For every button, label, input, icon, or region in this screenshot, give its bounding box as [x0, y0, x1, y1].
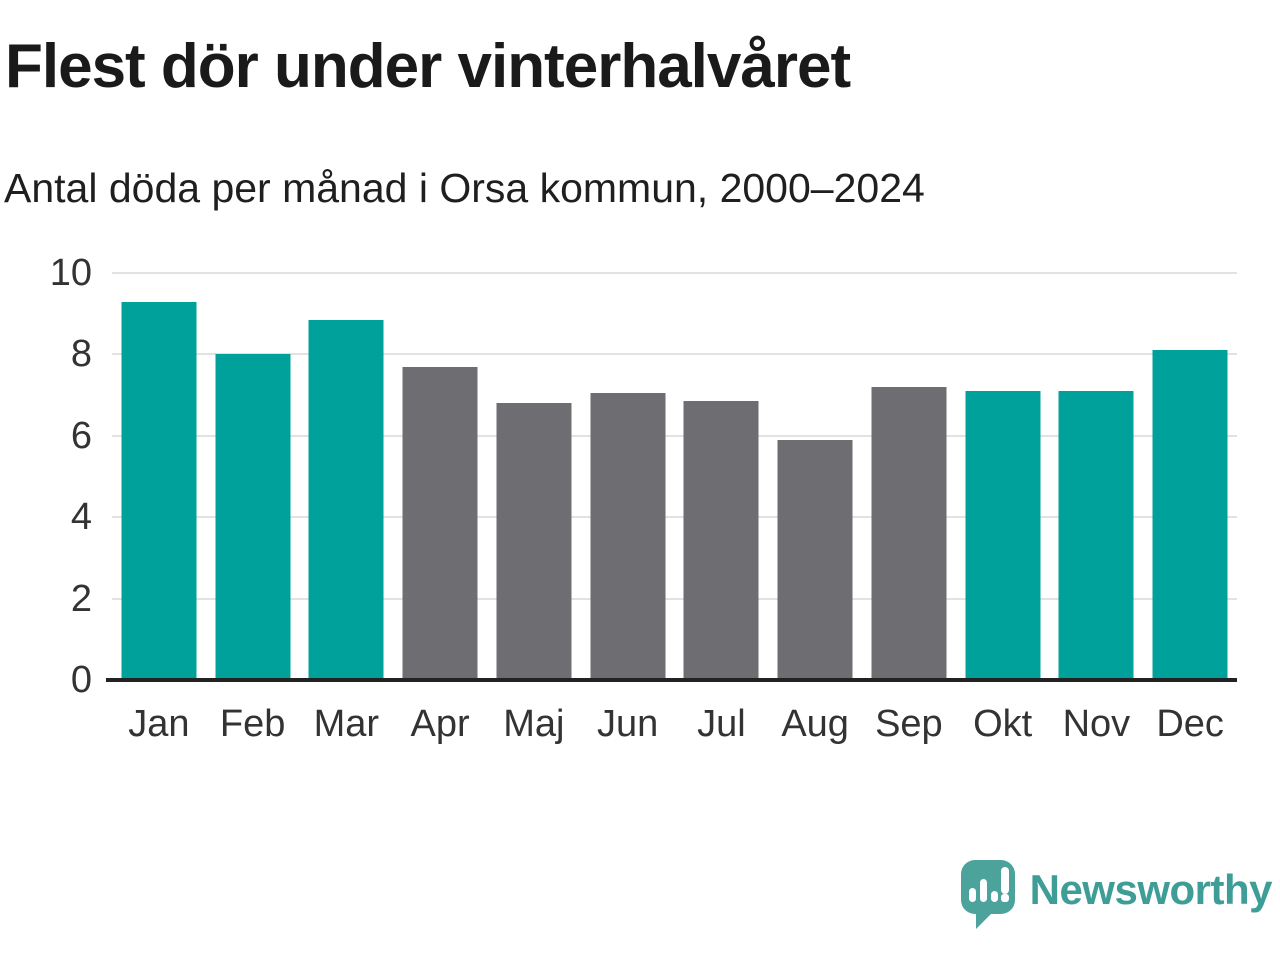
bar-slot: [487, 273, 581, 680]
bar-slot: [956, 273, 1050, 680]
bar-slot: [675, 273, 769, 680]
plot-area: [106, 272, 1237, 682]
bar-slot: [581, 273, 675, 680]
x-axis-label: Jul: [697, 703, 746, 745]
logo-exclamation-dot-icon: [1000, 894, 1009, 902]
bar-slot: [1143, 273, 1237, 680]
x-axis-labels: Jan Feb Mar Apr Maj Jun Jul Aug Sep Okt Nov Dec: [112, 698, 1237, 750]
bar-slot: [112, 273, 206, 680]
x-axis-label: Mar: [313, 703, 380, 745]
chart-subtitle: Antal döda per månad i Orsa kommun, 2000…: [4, 165, 925, 211]
logo-bar-icon: [990, 891, 998, 902]
x-axis-label: Feb: [219, 703, 286, 745]
x-axis-label: Jan: [128, 703, 190, 745]
x-axis-label: Okt: [973, 703, 1033, 745]
y-axis-tick-label: 0: [70, 659, 92, 701]
bar-slot: [206, 273, 300, 680]
gridline: [112, 597, 1237, 600]
bar-sep: [871, 386, 947, 680]
gridline: [112, 434, 1237, 437]
bar-aug: [777, 439, 853, 680]
logo-bar-icon: [968, 888, 976, 902]
x-axis-label: Sep: [875, 703, 943, 745]
gridline: [112, 272, 1237, 274]
y-axis-tick-label: 8: [70, 333, 92, 376]
x-axis-line: [106, 678, 1237, 682]
x-axis-label: Nov: [1062, 703, 1131, 745]
gridline: [112, 353, 1237, 356]
y-axis-tick-label: 2: [70, 577, 92, 620]
y-axis-tick-label: 6: [70, 414, 92, 457]
newsworthy-logo-text: Newsworthy: [1029, 866, 1273, 913]
bar-jan: [121, 301, 197, 680]
bar-row: [112, 273, 1237, 680]
newsworthy-logo-icon: [960, 860, 1015, 929]
bar-jul: [683, 401, 759, 680]
y-axis-tick-label: 4: [70, 496, 92, 539]
x-axis-label: Maj: [503, 703, 565, 745]
bar-maj: [496, 403, 572, 680]
x-axis-label: Aug: [781, 703, 849, 745]
logo-exclamation-icon: [1000, 867, 1009, 894]
logo-tail: [975, 912, 993, 929]
chart-title: Flest dör under vinterhalvåret: [5, 32, 851, 101]
logo-bar-icon: [979, 879, 987, 902]
bar-okt: [965, 391, 1041, 680]
bar-mar: [308, 319, 384, 680]
y-axis-tick-label: 10: [49, 252, 92, 294]
bar-slot: [393, 273, 487, 680]
newsworthy-logo: Newsworthy: [960, 860, 1273, 929]
bar-jun: [590, 393, 666, 680]
bar-slot: [862, 273, 956, 680]
bar-slot: [1050, 273, 1144, 680]
bar-slot: [300, 273, 394, 680]
bar-feb: [215, 354, 291, 680]
x-axis-label: Apr: [410, 703, 470, 745]
bar-dec: [1152, 350, 1228, 680]
gridline: [112, 516, 1237, 519]
bar-slot: [768, 273, 862, 680]
bar-apr: [402, 366, 478, 680]
x-axis-label: Dec: [1156, 703, 1224, 745]
bar-nov: [1058, 391, 1134, 680]
x-axis-label: Jun: [596, 703, 659, 745]
